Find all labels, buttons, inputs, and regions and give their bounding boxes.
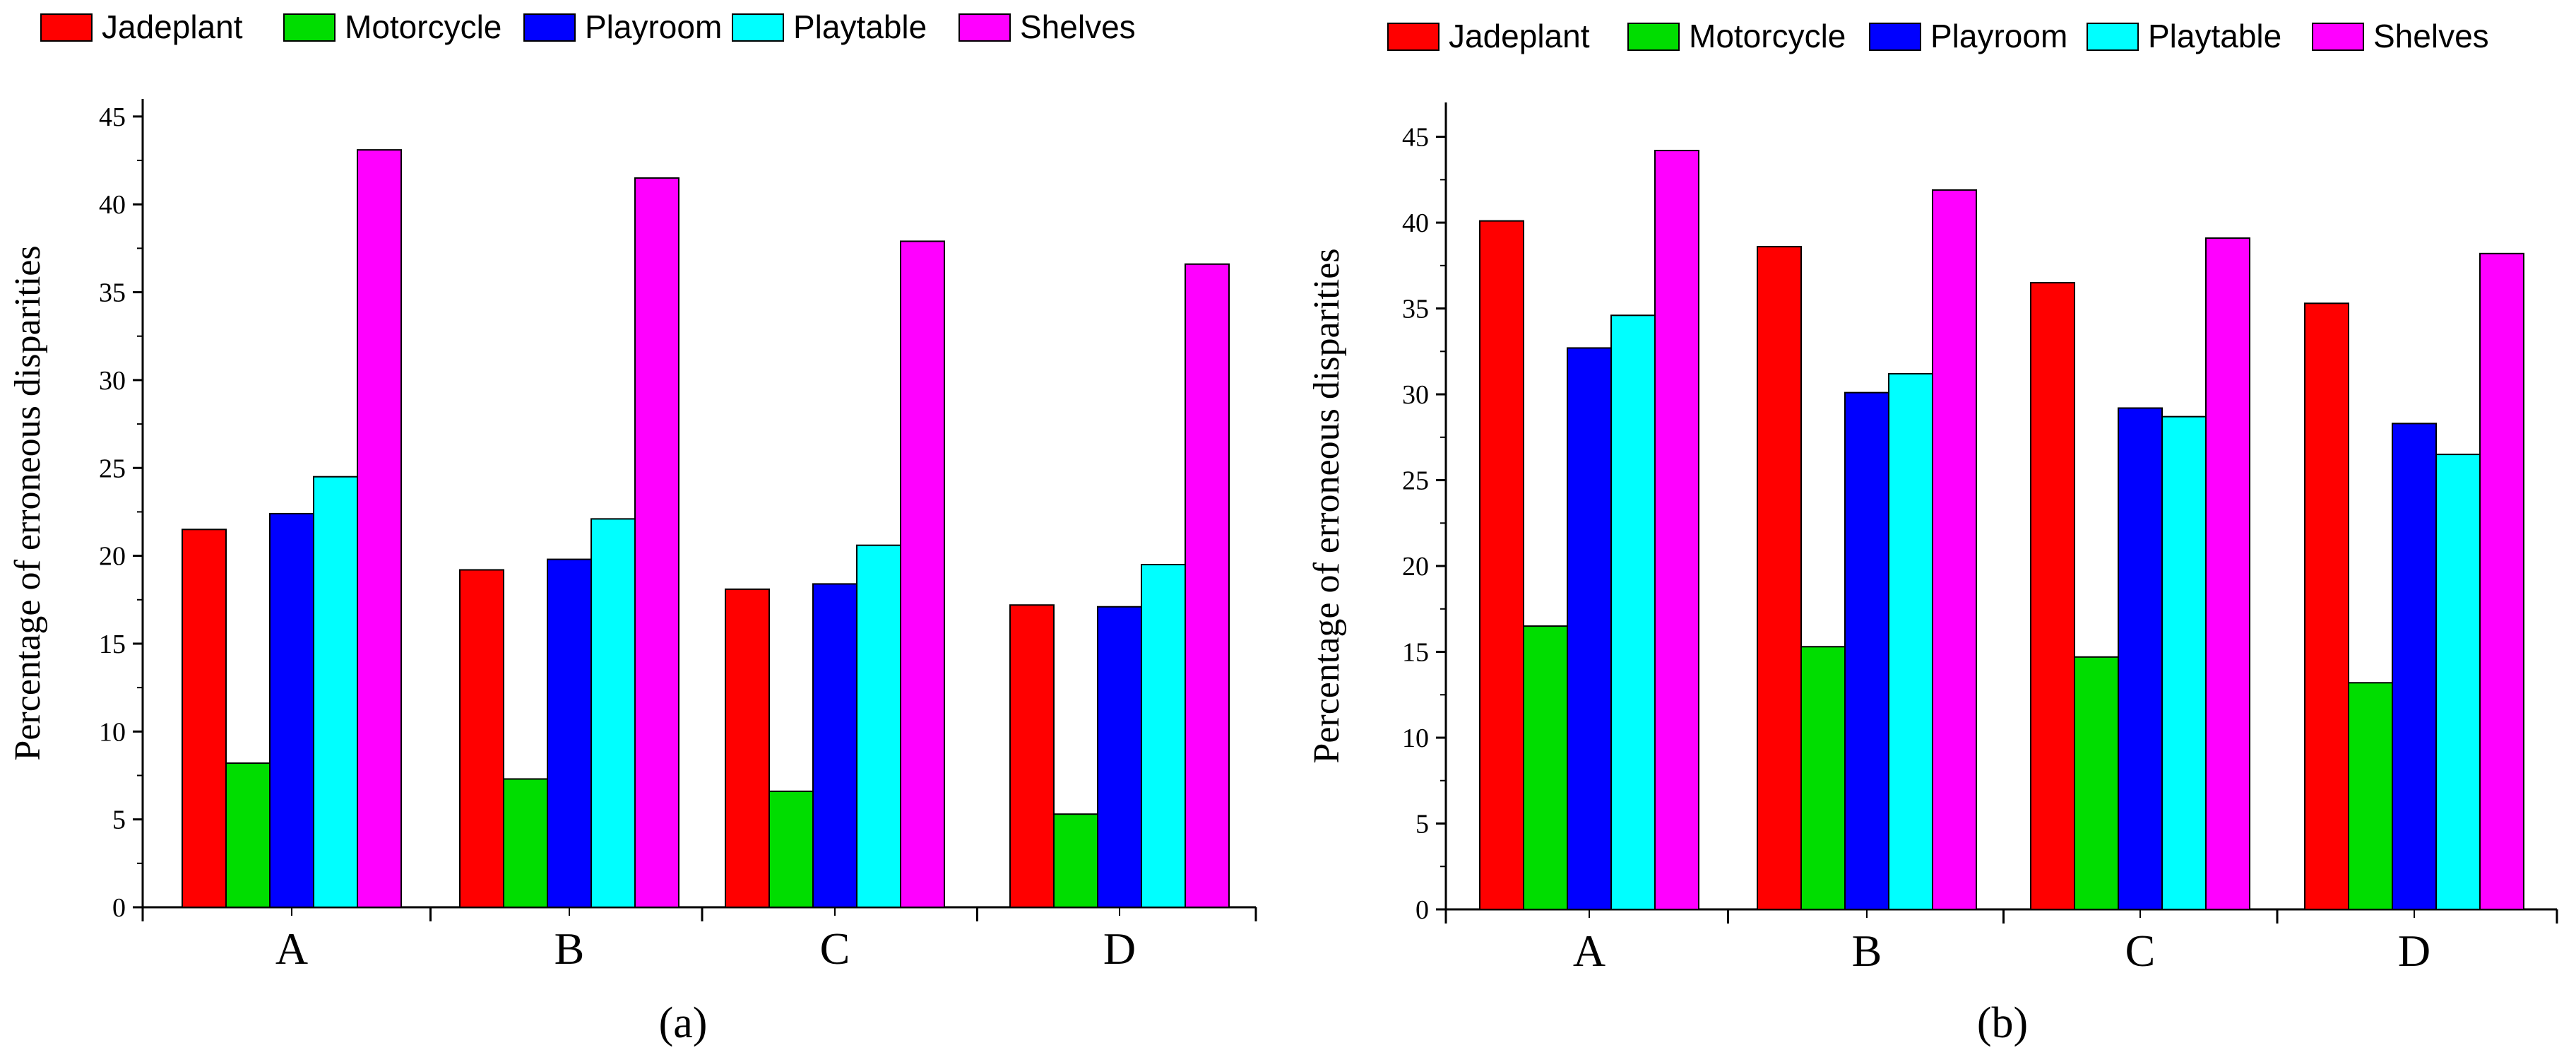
y-tick-label: 5 xyxy=(112,806,126,835)
bar-jadeplant-d xyxy=(2304,302,2349,910)
y-axis-title: Percentage of erroneous disparities xyxy=(8,245,48,760)
bar-playroom-a xyxy=(1567,347,1612,910)
bar-motorcycle-d xyxy=(2348,682,2393,910)
legend-label-motorcycle: Motorcycle xyxy=(1689,18,1846,54)
bar-jadeplant-d xyxy=(1009,604,1055,908)
y-tick-label: 0 xyxy=(1415,895,1429,925)
bar-jadeplant-b xyxy=(1757,246,1802,911)
bar-jadeplant-a xyxy=(1479,220,1524,910)
legend-swatch-shelves xyxy=(958,13,1011,42)
legend-label-playroom: Playroom xyxy=(1930,18,2067,54)
bar-motorcycle-a xyxy=(225,762,271,909)
legend-swatch-playtable xyxy=(2087,23,2139,51)
y-tick-label: 15 xyxy=(99,630,126,659)
y-tick-label: 35 xyxy=(1402,295,1429,324)
y-tick-label: 15 xyxy=(1402,638,1429,668)
y-axis-title: Percentage of erroneous disparities xyxy=(1307,248,1347,763)
y-tick-label: 20 xyxy=(99,542,126,572)
bar-playtable-d xyxy=(2435,454,2481,910)
bar-jadeplant-a xyxy=(182,529,227,908)
y-tick-label: 40 xyxy=(99,190,126,220)
panel-label: (a) xyxy=(659,999,708,1047)
legend-label-playroom: Playroom xyxy=(585,8,722,45)
legend-label-jadeplant: Jadeplant xyxy=(1449,18,1590,54)
bar-playtable-b xyxy=(1888,372,1933,910)
bar-playtable-a xyxy=(313,476,358,908)
x-category-label: C xyxy=(820,924,850,974)
legend-label-shelves: Shelves xyxy=(2373,18,2489,54)
y-tick-label: 45 xyxy=(99,102,126,132)
panel-label: (b) xyxy=(1977,999,2028,1047)
legend-swatch-jadeplant xyxy=(1387,23,1440,51)
bar-shelves-b xyxy=(1932,189,1977,911)
legend-swatch-playroom xyxy=(1869,23,1921,51)
y-tick-label: 20 xyxy=(1402,552,1429,582)
bar-playtable-d xyxy=(1141,564,1186,908)
x-category-label: D xyxy=(1103,924,1136,974)
y-tick-label: 30 xyxy=(1402,380,1429,410)
bar-motorcycle-c xyxy=(2074,656,2119,910)
x-category-label: D xyxy=(2398,926,2430,976)
y-tick-label: 35 xyxy=(99,278,126,308)
bar-playroom-d xyxy=(2392,423,2437,910)
bar-jadeplant-b xyxy=(459,569,504,908)
bar-shelves-b xyxy=(634,177,679,908)
bar-playroom-b xyxy=(547,558,592,908)
y-tick-label: 10 xyxy=(99,717,126,747)
x-category-label: A xyxy=(275,924,308,974)
legend-label-motorcycle: Motorcycle xyxy=(345,8,501,45)
bar-playroom-c xyxy=(812,583,857,909)
x-category-label: B xyxy=(1852,926,1882,976)
bar-playroom-d xyxy=(1097,606,1142,908)
legend-swatch-playroom xyxy=(523,13,576,42)
legend-swatch-jadeplant xyxy=(40,13,93,42)
chart-panel-b: 0 5 10 15 20 25 30 35 40 45 A B C D Percentage of erro… xyxy=(1307,18,2558,1047)
y-tick-label: 45 xyxy=(1402,123,1429,153)
legend-label-jadeplant: Jadeplant xyxy=(102,8,243,45)
legend-label-playtable: Playtable xyxy=(2148,18,2281,54)
bar-playroom-c xyxy=(2118,407,2163,910)
legend-swatch-shelves xyxy=(2312,23,2364,51)
y-tick-label: 5 xyxy=(1415,810,1429,839)
bar-motorcycle-b xyxy=(503,778,548,908)
bar-jadeplant-c xyxy=(725,588,770,908)
bar-shelves-a xyxy=(357,149,402,909)
x-category-label: B xyxy=(554,924,585,974)
y-tick-label: 25 xyxy=(99,454,126,483)
bar-jadeplant-c xyxy=(2030,282,2075,910)
legend-swatch-motorcycle xyxy=(1627,23,1680,51)
bar-motorcycle-c xyxy=(768,790,814,908)
bar-playtable-b xyxy=(590,518,636,908)
y-tick-label: 10 xyxy=(1402,724,1429,753)
legend-label-shelves: Shelves xyxy=(1020,8,1136,45)
y-tick-label: 40 xyxy=(1402,208,1429,238)
legend-swatch-motorcycle xyxy=(283,13,336,42)
bar-shelves-d xyxy=(1185,263,1230,908)
bar-playroom-a xyxy=(269,512,314,908)
y-tick-label: 30 xyxy=(99,366,126,396)
bar-shelves-a xyxy=(1654,150,1699,910)
chart-panel-a: 0 5 10 15 20 25 30 35 40 45 A B C D Percentage of erro… xyxy=(8,8,1257,1047)
bar-motorcycle-b xyxy=(1800,646,1846,910)
x-category-label: C xyxy=(2125,926,2156,976)
x-category-label: A xyxy=(1573,926,1605,976)
bar-shelves-d xyxy=(2479,252,2524,910)
y-tick-label: 25 xyxy=(1402,466,1429,496)
y-tick-label: 0 xyxy=(112,893,126,923)
bar-playtable-c xyxy=(856,544,901,908)
bar-shelves-c xyxy=(2205,237,2250,910)
legend-swatch-playtable xyxy=(732,13,784,42)
bar-playroom-b xyxy=(1844,391,1889,910)
bar-motorcycle-a xyxy=(1523,625,1568,910)
bar-shelves-c xyxy=(900,240,945,908)
bar-playtable-c xyxy=(2161,415,2207,910)
bar-motorcycle-d xyxy=(1053,813,1098,908)
legend-label-playtable: Playtable xyxy=(793,8,927,45)
bar-playtable-a xyxy=(1610,314,1656,910)
